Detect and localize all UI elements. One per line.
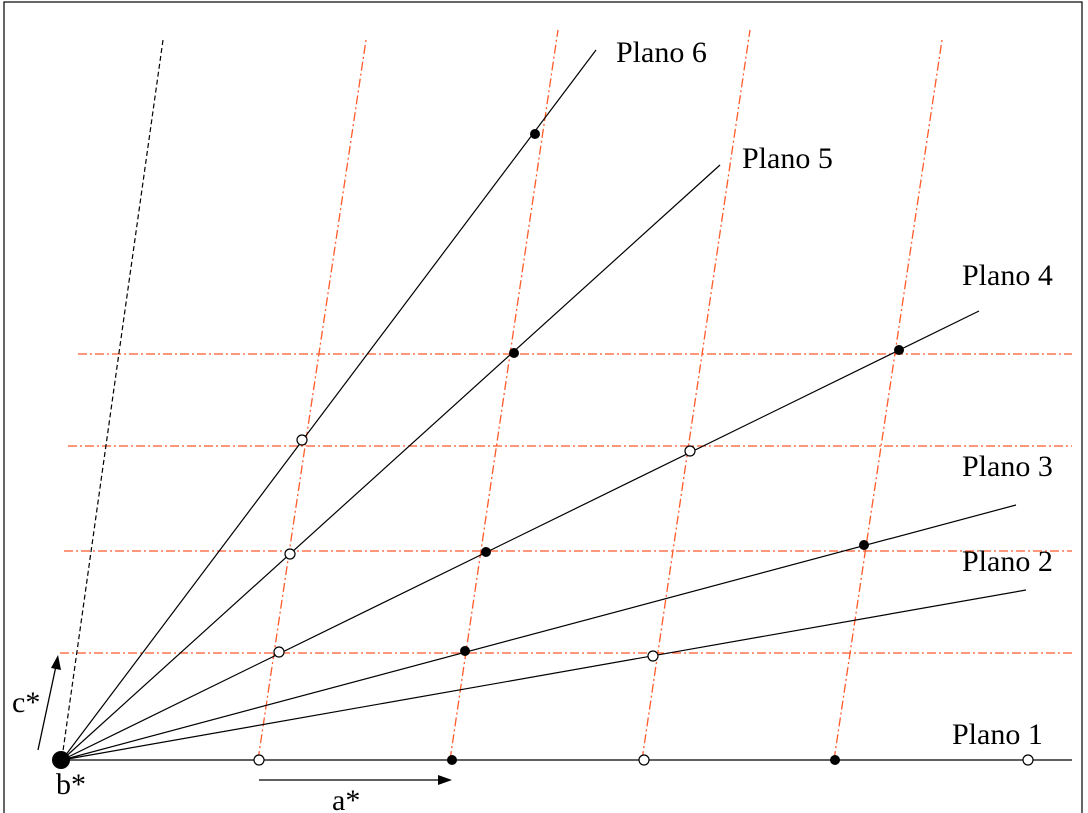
- plane-label-5: Plano 5: [742, 142, 833, 175]
- lattice-point-filled: [894, 345, 904, 355]
- horizontal-reference-lines: [60, 353, 1072, 654]
- plane-line-4: [61, 310, 980, 761]
- lattice-point-filled: [481, 547, 491, 557]
- c-star-arrow: [37, 655, 61, 751]
- slanted-ref-line: [641, 29, 751, 761]
- lattice-point-open: [284, 548, 296, 560]
- plane-lines: [61, 49, 1072, 761]
- lattice-point-filled: [447, 755, 457, 765]
- slanted-ref-line: [833, 39, 943, 761]
- axis-label-a-star: a*: [332, 784, 360, 813]
- lattice-point-filled: [509, 348, 519, 358]
- lattice-point-open: [253, 754, 265, 766]
- plane-label-3: Plano 3: [962, 450, 1053, 483]
- axis-label-c-star: c*: [12, 686, 40, 719]
- lattice-point-filled: [859, 540, 869, 550]
- origin-point: [52, 751, 70, 769]
- lattice-point-open: [647, 650, 659, 662]
- lattice-point-filled: [460, 646, 470, 656]
- plane-line-6: [61, 49, 597, 761]
- axis-label-b-star: b*: [56, 768, 86, 801]
- lattice-point-open: [638, 754, 650, 766]
- a-star-arrow: [259, 775, 452, 785]
- plane-line-5: [61, 164, 721, 761]
- slanted-ref-line: [257, 39, 367, 761]
- plane-label-1: Plano 1: [952, 718, 1043, 751]
- slanted-ref-line: [449, 29, 559, 761]
- lattice-point-filled: [830, 755, 840, 765]
- plane-label-4: Plano 4: [962, 259, 1053, 292]
- c-star-direction-line: [61, 39, 164, 759]
- plane-label-6: Plano 6: [616, 36, 707, 69]
- lattice-point-open: [273, 646, 285, 658]
- lattice-point-open: [684, 445, 696, 457]
- frame: [3, 1, 1083, 813]
- lattice-point-open: [296, 434, 308, 446]
- lattice-point-open: [1022, 754, 1034, 766]
- lattice-point-filled: [530, 129, 540, 139]
- lattice-points: [253, 129, 1034, 766]
- slanted-reference-lines: [257, 29, 943, 761]
- plane-label-2: Plano 2: [962, 545, 1053, 578]
- plane-line-2: [61, 589, 1027, 761]
- plane-line-3: [61, 504, 1017, 761]
